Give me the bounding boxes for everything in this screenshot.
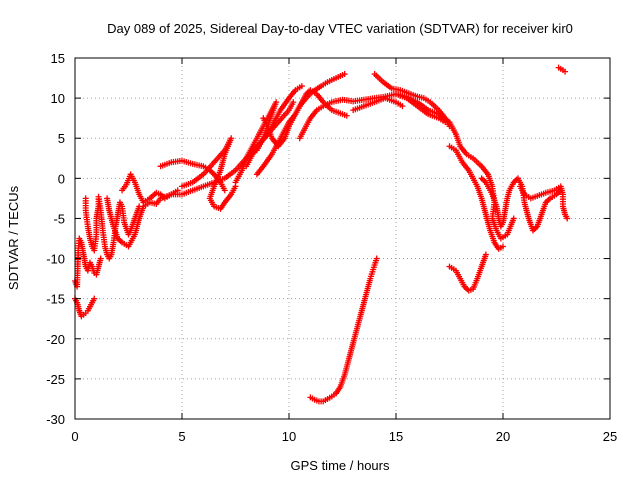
data-points (72, 64, 571, 405)
series-arc-b (72, 295, 98, 320)
series-arc-q (446, 251, 489, 294)
data-point (562, 68, 569, 75)
y-tick-label: -5 (53, 211, 65, 226)
data-point (343, 112, 350, 119)
series-arc-t (555, 64, 569, 75)
data-point (500, 243, 506, 250)
y-axis-title: SDTVAR / TECUs (6, 185, 21, 290)
chart-title: Day 089 of 2025, Sidereal Day-to-day VTE… (107, 21, 573, 36)
data-point (510, 215, 517, 222)
series-arc-p (446, 143, 506, 252)
y-tick-label: 0 (58, 171, 65, 186)
series-arc-f (157, 157, 228, 194)
x-tick-label: 15 (389, 429, 403, 444)
y-tick-labels: 15 10 5 0 -5 -10 -15 -20 -25 -30 (46, 51, 65, 427)
x-tick-label: 20 (496, 429, 510, 444)
x-tick-label: 25 (603, 429, 617, 444)
axis-ticks (74, 57, 611, 420)
data-point (221, 187, 228, 194)
x-tick-labels: 0 5 10 15 20 25 (71, 429, 617, 444)
x-tick-label: 5 (178, 429, 185, 444)
data-point (564, 215, 571, 222)
x-axis-title: GPS time / hours (291, 458, 390, 473)
data-point (341, 71, 348, 78)
data-point (97, 255, 104, 262)
series-arc-k (253, 71, 348, 178)
series-arc-e (119, 171, 181, 206)
data-point (174, 187, 181, 194)
y-tick-label: -20 (46, 332, 65, 347)
x-tick-label: 0 (71, 429, 78, 444)
y-tick-label: -25 (46, 372, 65, 387)
x-tick-label: 10 (282, 429, 296, 444)
series-arc-u (307, 255, 380, 405)
y-tick-label: 5 (58, 131, 65, 146)
series-arc-g (179, 135, 239, 212)
y-tick-label: -15 (46, 292, 65, 307)
y-tick-label: -10 (46, 252, 65, 267)
y-tick-label: -30 (46, 412, 65, 427)
series-arc-c (82, 193, 143, 262)
data-point (399, 103, 406, 110)
data-point (482, 251, 489, 258)
y-tick-label: 15 (51, 51, 65, 66)
data-point (290, 99, 297, 106)
series-arc-m (350, 95, 406, 114)
plot-frame (74, 57, 611, 420)
series-arc-a (72, 235, 104, 290)
series-arc-s (517, 183, 571, 222)
y-tick-label: 10 (51, 91, 65, 106)
data-point (298, 83, 305, 90)
data-point (91, 295, 98, 302)
series-arc-j (243, 83, 305, 170)
data-point (373, 255, 380, 262)
